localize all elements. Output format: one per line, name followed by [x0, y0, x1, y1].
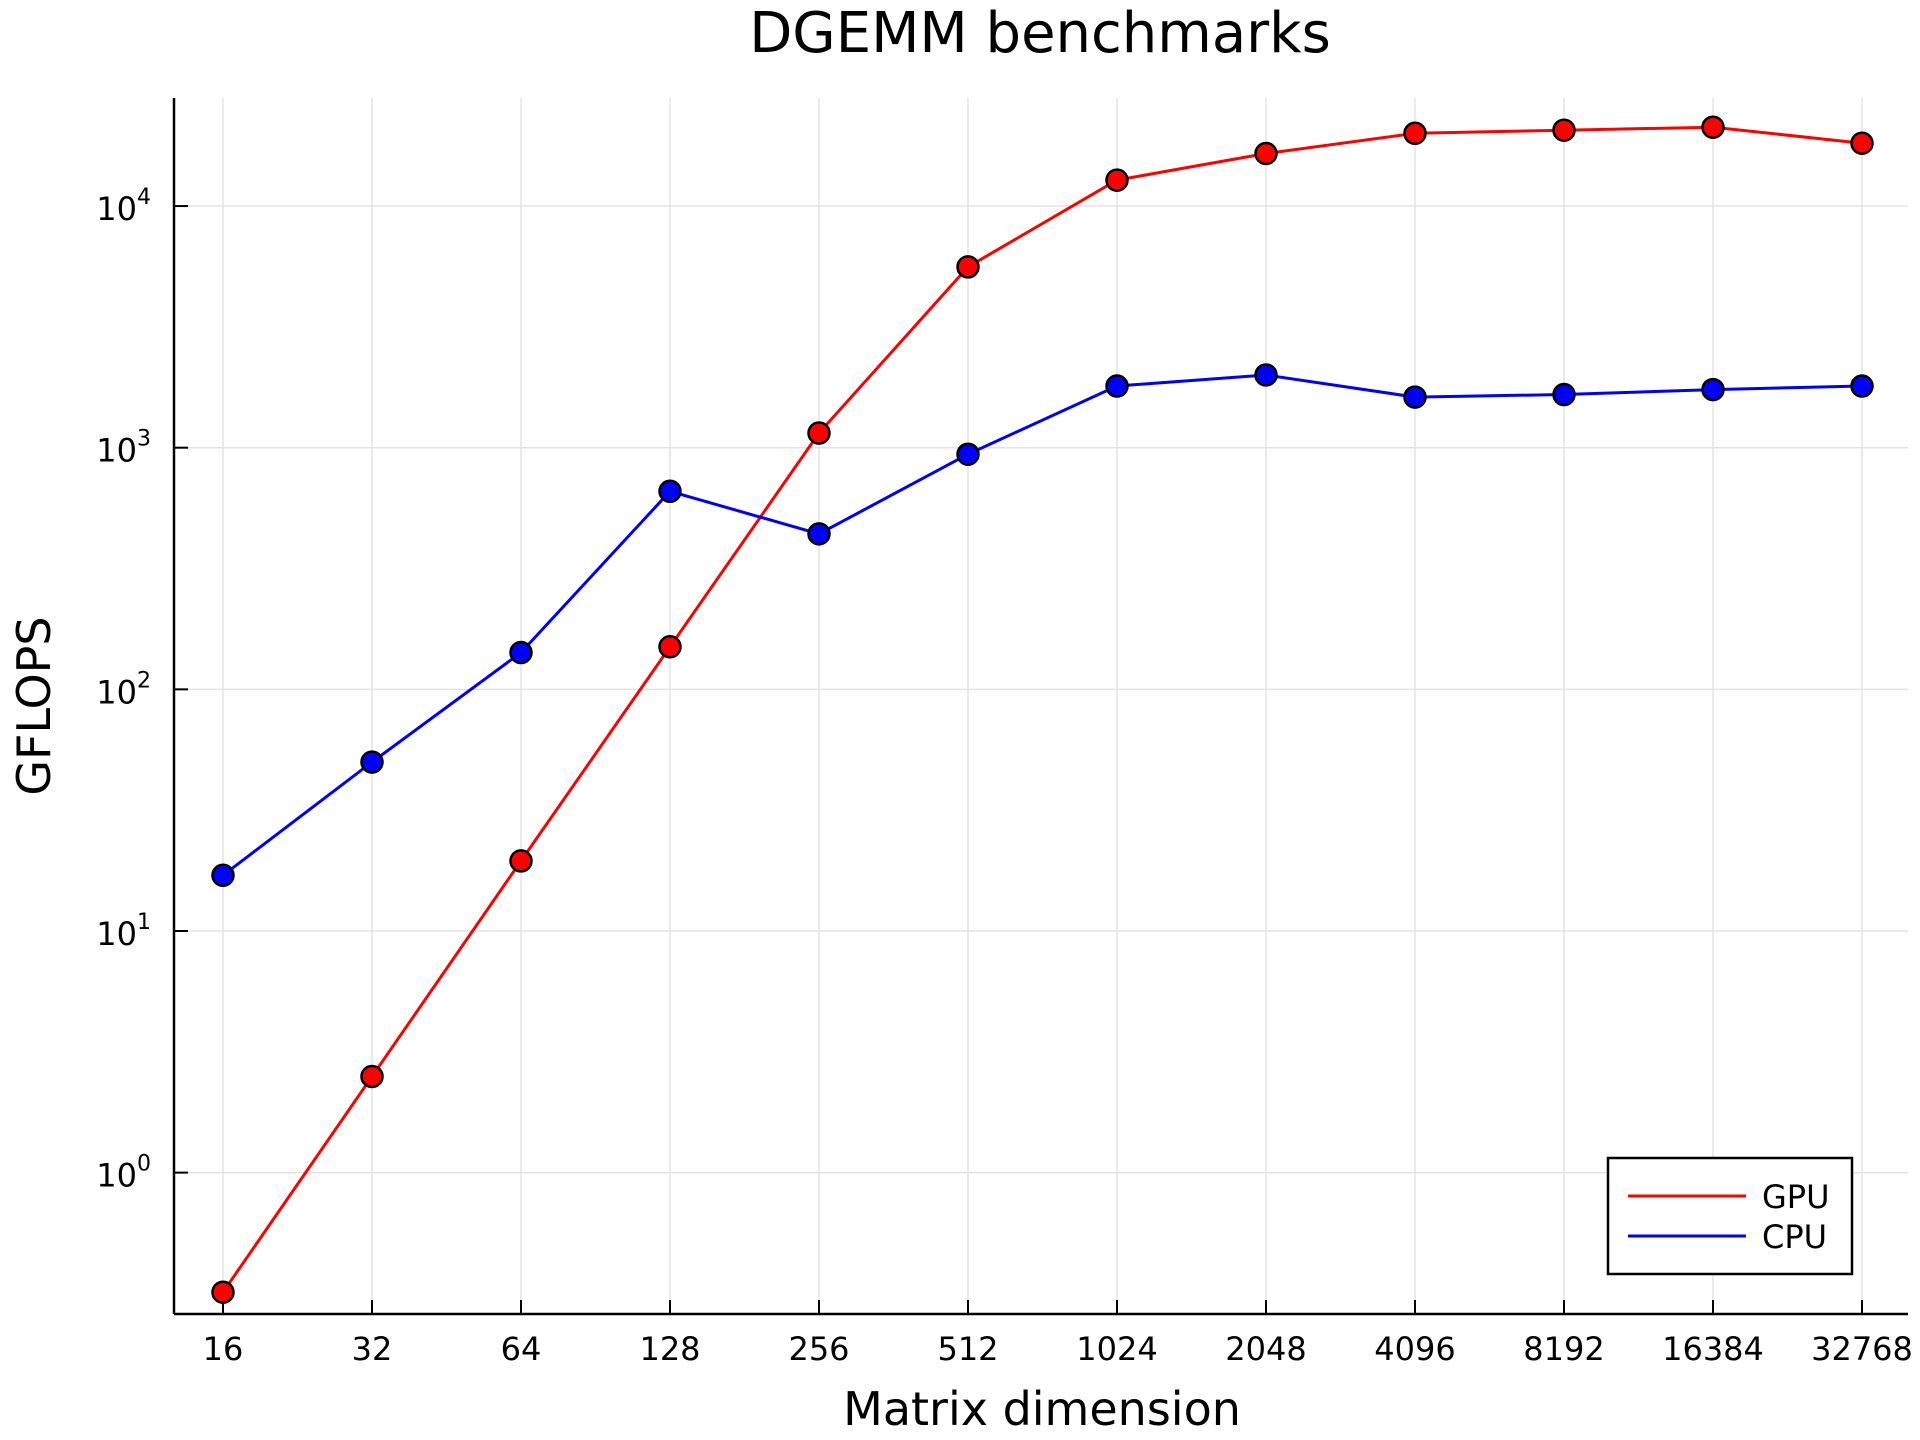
series-line-cpu [222, 373, 1863, 877]
x-tick-label: 128 [639, 1330, 700, 1368]
data-point-cpu [1254, 363, 1278, 387]
data-point-gpu [1850, 131, 1874, 155]
y-ticks: 100 101 102 103 104 [96, 185, 188, 1195]
x-tick-label: 256 [788, 1330, 849, 1368]
x-tick-label: 32768 [1811, 1330, 1913, 1368]
y-tick-label: 101 [96, 910, 151, 953]
x-tick-label: 32 [352, 1330, 393, 1368]
legend-box [1606, 1156, 1854, 1276]
grid [174, 98, 1908, 1314]
data-point-gpu [1552, 118, 1576, 142]
y-tick-label: 104 [96, 185, 151, 228]
data-point-gpu [807, 421, 831, 445]
data-point-cpu [807, 522, 831, 546]
data-point-gpu [1701, 115, 1725, 139]
y-tick-label: 102 [96, 668, 151, 711]
x-tick-label: 512 [937, 1330, 998, 1368]
data-point-cpu [509, 640, 533, 665]
y-axis-label: GFLOPS [7, 616, 61, 795]
data-point-cpu [956, 442, 980, 466]
data-point-cpu [360, 750, 384, 774]
x-tick-label: 1024 [1076, 1330, 1157, 1368]
x-tick-label: 2048 [1225, 1330, 1306, 1368]
data-point-gpu [1105, 168, 1129, 192]
data-point-gpu [1254, 141, 1278, 166]
data-point-cpu [1552, 382, 1576, 407]
x-tick-label: 8192 [1523, 1330, 1604, 1368]
data-point-gpu [360, 1064, 384, 1089]
legend-label-cpu: CPU [1762, 1218, 1827, 1256]
axes [172, 98, 1908, 1316]
x-tick-label: 64 [501, 1330, 542, 1368]
y-tick-label: 100 [96, 1152, 151, 1195]
data-point-gpu [1403, 121, 1427, 146]
data-point-cpu [1850, 374, 1874, 398]
legend-label-gpu: GPU [1762, 1178, 1830, 1216]
data-point-gpu [658, 635, 682, 659]
y-tick-label: 103 [96, 427, 151, 470]
series [211, 115, 1874, 1304]
data-point-gpu [211, 1280, 235, 1304]
x-tick-label: 16384 [1662, 1330, 1764, 1368]
series-line-gpu [221, 125, 1863, 1294]
data-point-cpu [658, 479, 682, 504]
x-tick-label: 16 [203, 1330, 244, 1368]
data-point-gpu [509, 849, 533, 873]
x-tick-label: 4096 [1374, 1330, 1455, 1368]
data-point-gpu [956, 255, 980, 279]
chart-title: DGEMM benchmarks [749, 1, 1331, 66]
data-point-cpu [211, 863, 235, 888]
data-point-cpu [1403, 385, 1427, 409]
x-axis-label: Matrix dimension [843, 1382, 1241, 1436]
data-point-cpu [1701, 377, 1725, 402]
legend: GPU CPU [1606, 1156, 1854, 1276]
data-point-cpu [1105, 374, 1129, 398]
